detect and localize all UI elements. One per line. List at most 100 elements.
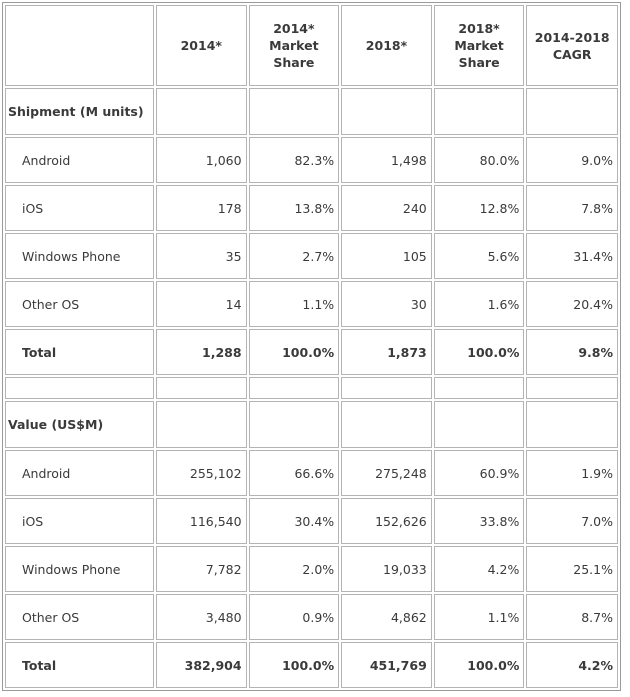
row-label: iOS [5, 498, 154, 544]
table-cell: 1.1% [433, 594, 525, 640]
empty-cell [341, 88, 432, 135]
total-cell: 9.8% [526, 329, 618, 375]
table-cell: 7.0% [526, 498, 618, 544]
row-label: Other OS [5, 594, 154, 640]
header-cell-empty [5, 5, 154, 86]
total-label: Total [5, 329, 154, 375]
table-cell: 116,540 [155, 498, 247, 544]
empty-cell [341, 401, 432, 448]
empty-cell [526, 401, 618, 448]
empty-cell [248, 401, 340, 448]
table-cell: 33.8% [433, 498, 525, 544]
header-line: Market [269, 38, 319, 53]
table-cell: 2.7% [248, 233, 340, 279]
table-cell: 14 [155, 281, 247, 327]
table-cell: 3,480 [155, 594, 247, 640]
total-cell: 1,873 [341, 329, 432, 375]
header-line: CAGR [552, 46, 592, 62]
total-cell: 1,288 [155, 329, 247, 375]
table-row: Windows Phone 7,782 2.0% 19,033 4.2% 25.1% [5, 546, 618, 592]
table-row: Other OS 14 1.1% 30 1.6% 20.4% [5, 281, 618, 327]
table-cell: 25.1% [526, 546, 618, 592]
total-cell: 100.0% [248, 329, 340, 375]
empty-cell [433, 401, 525, 448]
table-cell: 0.9% [248, 594, 340, 640]
table-cell: 12.8% [433, 185, 525, 231]
table-row: Other OS 3,480 0.9% 4,862 1.1% 8.7% [5, 594, 618, 640]
table-cell: 8.7% [526, 594, 618, 640]
section-header-row: Value (US$M) [5, 401, 618, 448]
table-cell: 240 [341, 185, 432, 231]
header-line: Share [273, 55, 315, 70]
header-line: 2018* [458, 21, 500, 36]
table-cell: 1,060 [155, 137, 247, 183]
table-cell: 60.9% [433, 450, 525, 496]
header-2014: 2014* [155, 5, 247, 86]
header-line: 2014-2018 [534, 29, 610, 45]
table-cell: 178 [155, 185, 247, 231]
header-line: Market [454, 38, 504, 53]
table-cell: 30 [341, 281, 432, 327]
header-2018: 2018* [341, 5, 432, 86]
table-cell: 66.6% [248, 450, 340, 496]
section-title: Shipment (M units) [5, 88, 154, 135]
section-header-row: Shipment (M units) [5, 88, 618, 135]
smartphone-os-forecast-table: 2014* 2014* Market Share 2018* 2018* Market… [3, 3, 620, 690]
empty-cell [433, 377, 525, 399]
table-cell: 7.8% [526, 185, 618, 231]
row-label: Windows Phone [5, 233, 154, 279]
row-label: iOS [5, 185, 154, 231]
table-cell: 1.6% [433, 281, 525, 327]
row-label: Android [5, 450, 154, 496]
total-cell: 382,904 [155, 642, 247, 688]
total-row: Total 382,904 100.0% 451,769 100.0% 4.2% [5, 642, 618, 688]
header-line: 2014* [273, 21, 315, 36]
total-cell: 100.0% [433, 642, 525, 688]
table-cell: 1,498 [341, 137, 432, 183]
table-cell: 82.3% [248, 137, 340, 183]
empty-cell [5, 377, 154, 399]
empty-cell [155, 377, 247, 399]
table-cell: 1.1% [248, 281, 340, 327]
empty-cell [248, 377, 340, 399]
total-row: Total 1,288 100.0% 1,873 100.0% 9.8% [5, 329, 618, 375]
table-cell: 2.0% [248, 546, 340, 592]
empty-cell [248, 88, 340, 135]
table-cell: 80.0% [433, 137, 525, 183]
table-row: iOS 116,540 30.4% 152,626 33.8% 7.0% [5, 498, 618, 544]
table-cell: 31.4% [526, 233, 618, 279]
header-cagr: 2014-2018 CAGR [526, 5, 618, 86]
empty-cell [155, 88, 247, 135]
table-cell: 30.4% [248, 498, 340, 544]
table-cell: 1.9% [526, 450, 618, 496]
row-label: Android [5, 137, 154, 183]
total-cell: 100.0% [433, 329, 525, 375]
table-row: Windows Phone 35 2.7% 105 5.6% 31.4% [5, 233, 618, 279]
table-cell: 7,782 [155, 546, 247, 592]
table-row: Android 255,102 66.6% 275,248 60.9% 1.9% [5, 450, 618, 496]
row-label: Windows Phone [5, 546, 154, 592]
table-cell: 9.0% [526, 137, 618, 183]
empty-cell [433, 88, 525, 135]
empty-cell [155, 401, 247, 448]
header-2014-share: 2014* Market Share [248, 5, 340, 86]
empty-cell [341, 377, 432, 399]
table-cell: 152,626 [341, 498, 432, 544]
table-cell: 35 [155, 233, 247, 279]
header-2018-share: 2018* Market Share [433, 5, 525, 86]
table-row: Android 1,060 82.3% 1,498 80.0% 9.0% [5, 137, 618, 183]
table-cell: 4.2% [433, 546, 525, 592]
total-cell: 100.0% [248, 642, 340, 688]
table-row: iOS 178 13.8% 240 12.8% 7.8% [5, 185, 618, 231]
total-cell: 4.2% [526, 642, 618, 688]
table-cell: 255,102 [155, 450, 247, 496]
table-cell: 4,862 [341, 594, 432, 640]
table-cell: 19,033 [341, 546, 432, 592]
table-cell: 13.8% [248, 185, 340, 231]
total-label: Total [5, 642, 154, 688]
table-cell: 105 [341, 233, 432, 279]
table-frame: 2014* 2014* Market Share 2018* 2018* Market… [2, 2, 621, 691]
empty-cell [526, 88, 618, 135]
row-label: Other OS [5, 281, 154, 327]
empty-cell [526, 377, 618, 399]
